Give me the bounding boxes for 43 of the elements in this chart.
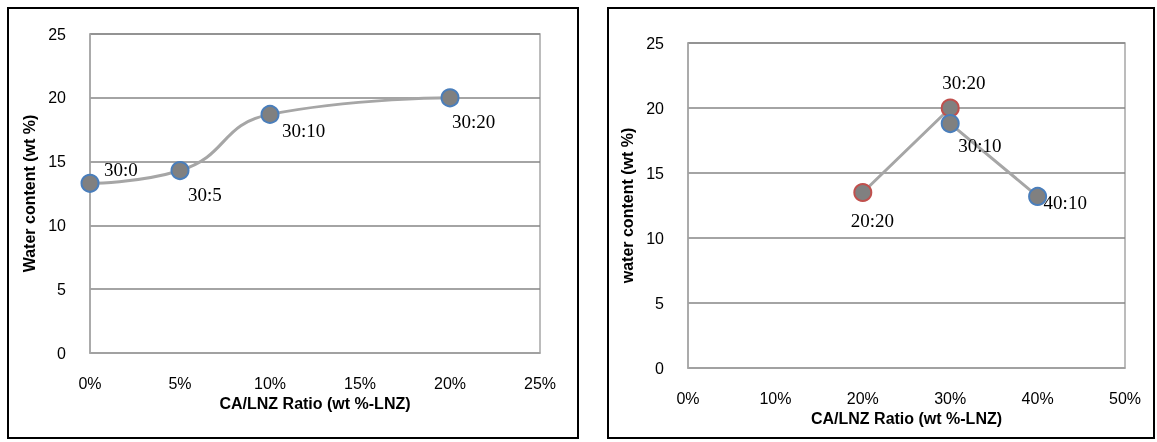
y-tick-label: 25: [646, 34, 665, 52]
point: [170, 161, 190, 181]
x-axis-title: CA/LNZ Ratio (wt %-LNZ): [219, 395, 411, 413]
annotation: 20:20: [850, 210, 895, 231]
x-tick-label: 20%: [433, 374, 467, 392]
x-tick-label: 15%: [343, 374, 377, 392]
annotation: 30:5: [188, 184, 222, 206]
y-tick-label: 5: [57, 280, 67, 298]
annotation: 30:20: [942, 71, 986, 93]
y-tick-label: 20: [646, 99, 665, 117]
y-tick-label: 10: [48, 216, 67, 234]
annotation: 30:10: [958, 135, 1002, 157]
x-tick-label: 10%: [759, 389, 792, 407]
y-tick-label: 10: [646, 229, 665, 247]
annotation: 30:10: [282, 119, 326, 141]
x-axis-title: CA/LNZ Ratio (wt %-LNZ): [810, 410, 1003, 428]
y-tick-label: 0: [57, 344, 67, 362]
x-tick-label: 30%: [934, 389, 967, 407]
y-axis-title: Water content (wt %): [20, 114, 38, 273]
annotation: 40:10: [1043, 191, 1087, 213]
y-tick-label: 15: [646, 164, 665, 182]
x-tick-label: 25%: [523, 374, 557, 392]
y-tick-label: 20: [48, 89, 67, 107]
annotation: 30:0: [104, 158, 138, 180]
x-tick-label: 40%: [1021, 389, 1054, 407]
x-tick-label: 20%: [846, 389, 879, 407]
x-tick-label: 0%: [676, 389, 700, 407]
point: [80, 173, 100, 193]
y-tick-label: 25: [48, 25, 67, 43]
x-tick-label: 0%: [78, 374, 102, 392]
x-tick-label: 5%: [168, 374, 192, 392]
point: [440, 88, 460, 108]
y-tick-label: 5: [655, 294, 665, 312]
x-tick-label: 50%: [1108, 389, 1142, 407]
x-tick-label: 10%: [253, 374, 287, 392]
annotation: 30:20: [452, 111, 496, 133]
point: [853, 183, 873, 202]
point: [940, 114, 960, 134]
y-tick-label: 0: [655, 359, 665, 377]
point: [260, 104, 280, 124]
point: [940, 98, 960, 118]
y-tick-label: 15: [48, 153, 67, 171]
y-axis-title: water content (wt %): [618, 127, 636, 285]
